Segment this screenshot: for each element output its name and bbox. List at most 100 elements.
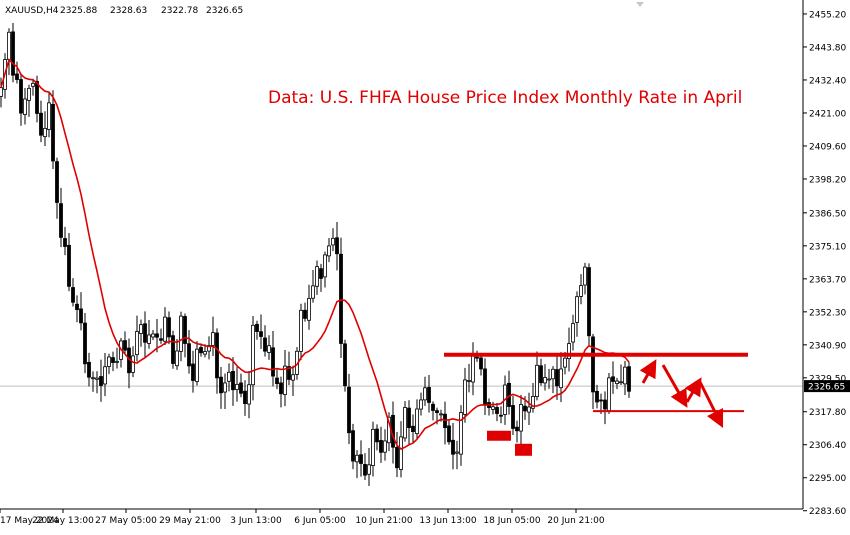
candle-body-down (343, 343, 347, 387)
candle-body-up (235, 383, 239, 390)
y-tick-label: 2329.50 (809, 374, 846, 384)
moving-average-line (0, 58, 630, 450)
candle-body-up (567, 343, 571, 360)
candle-body-down (595, 390, 599, 403)
candle-body-down (51, 103, 55, 162)
candle-body-down (395, 446, 399, 469)
projection-arrow (639, 359, 657, 384)
candle-body-down (319, 268, 323, 279)
candle-body-down (167, 317, 171, 338)
candle-body-down (427, 387, 431, 403)
candle-body-down (359, 454, 363, 464)
candle-body-down (35, 80, 39, 114)
y-tick-label: 2455.20 (809, 10, 846, 20)
candle-body-down (71, 287, 75, 303)
candle-body-up (247, 384, 251, 405)
candle-body-down (255, 323, 259, 332)
candle-body-down (199, 347, 203, 354)
candle-body-up (471, 354, 475, 383)
header-high: 2328.63 (110, 6, 147, 16)
candle-body-up (559, 368, 563, 389)
y-tick-label: 2283.60 (809, 507, 846, 517)
candle-body-up (403, 407, 407, 439)
candle-body-down (155, 333, 159, 338)
candle-body-up (163, 316, 167, 342)
current-price-box (804, 380, 850, 393)
candle-body-down (523, 405, 527, 412)
candle-body-down (231, 371, 235, 391)
y-tick-label: 2340.90 (809, 341, 846, 351)
x-tick-label: 18 Jun 05:00 (483, 516, 540, 526)
candle-body-up (423, 387, 427, 401)
candle-body-down (99, 376, 103, 386)
candle-body-up (615, 380, 619, 384)
candle-body-up (47, 102, 51, 130)
annotation-text: Data: U.S. FHFA House Price Index Monthl… (268, 88, 742, 108)
candle-body-down (495, 407, 499, 414)
candle-body-up (139, 324, 143, 334)
y-tick-label: 2443.80 (809, 43, 846, 53)
candle-body-down (271, 347, 275, 377)
candle-body-up (535, 364, 539, 397)
candle-body-down (75, 303, 79, 310)
candle-body-up (223, 382, 227, 393)
candle-body-down (339, 253, 343, 344)
candle-body-up (583, 266, 587, 286)
x-tick-label: 20 Jun 21:00 (547, 516, 604, 526)
projection-arrow (698, 381, 724, 429)
candle-body-down (303, 309, 307, 319)
candle-body-up (103, 366, 107, 385)
candle-body-up (307, 298, 311, 321)
y-tick-label: 2317.80 (809, 408, 846, 418)
candle-body-down (15, 73, 19, 80)
candle-body-down (159, 338, 163, 341)
candle-body-down (183, 316, 187, 344)
annotations (444, 352, 748, 456)
candle-body-up (267, 345, 271, 353)
candle-body-up (91, 377, 95, 380)
candle-body-down (63, 238, 67, 247)
x-tick-label: 10 Jun 21:00 (355, 516, 412, 526)
candle-body-up (619, 381, 623, 384)
candle-body-up (607, 377, 611, 412)
candle-body-up (415, 408, 419, 434)
x-tick-label: 3 Jun 13:00 (230, 516, 282, 526)
y-tick-label: 2398.20 (809, 175, 846, 185)
candles (0, 23, 631, 486)
candle-body-up (27, 87, 31, 101)
x-tick-label: 27 May 05:00 (95, 516, 157, 526)
candle-body-down (447, 425, 451, 443)
candle-body-up (399, 436, 403, 470)
candle-body-up (323, 254, 327, 278)
candle-body-up (467, 380, 471, 382)
candle-body-up (131, 355, 135, 373)
candle-body-up (175, 350, 179, 367)
candle-body-down (219, 376, 223, 394)
candle-body-down (475, 356, 479, 359)
candle-body-up (43, 127, 47, 138)
candle-body-down (83, 322, 87, 365)
candle-body-up (315, 266, 319, 287)
y-tick-label: 2295.00 (809, 474, 846, 484)
candle-body-up (207, 345, 211, 352)
candle-body-up (575, 296, 579, 323)
chart-shift-marker-icon[interactable] (636, 2, 644, 7)
x-tick-label: 6 Jun 05:00 (294, 516, 346, 526)
candle-body-up (311, 285, 315, 299)
candle-body-up (23, 98, 27, 115)
candle-body-up (291, 374, 295, 381)
candle-body-down (347, 386, 351, 434)
candle-body-up (299, 309, 303, 352)
y-tick-label: 2386.50 (809, 209, 846, 219)
y-tick-label: 2375.10 (809, 242, 846, 252)
y-tick-label: 2409.60 (809, 142, 846, 152)
support-marker (487, 430, 511, 441)
header-open: 2325.88 (60, 6, 97, 16)
candle-body-up (179, 315, 183, 352)
candle-body-down (335, 237, 339, 255)
candle-body-up (211, 332, 215, 346)
candle-body-down (11, 31, 15, 76)
x-tick-label: 22 May 13:00 (32, 516, 94, 526)
candle-body-up (331, 237, 335, 246)
